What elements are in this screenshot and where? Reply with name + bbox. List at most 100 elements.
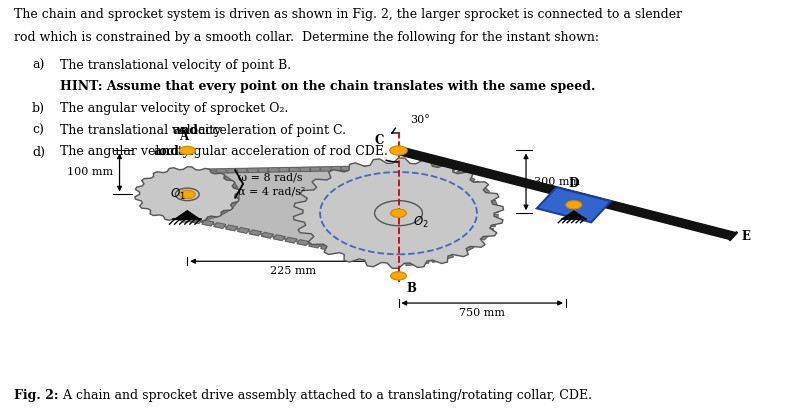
Polygon shape [300, 167, 310, 171]
Polygon shape [226, 182, 238, 188]
Polygon shape [563, 211, 585, 219]
Text: 225 mm: 225 mm [270, 266, 316, 276]
Circle shape [391, 209, 406, 217]
Polygon shape [195, 216, 207, 221]
Polygon shape [248, 168, 257, 173]
Text: and: and [173, 124, 199, 137]
Polygon shape [279, 168, 289, 172]
Text: acceleration of point C.: acceleration of point C. [194, 124, 346, 137]
Polygon shape [395, 147, 736, 240]
Polygon shape [309, 242, 320, 248]
Circle shape [375, 201, 422, 226]
Polygon shape [405, 260, 416, 265]
Text: b): b) [32, 102, 45, 115]
Polygon shape [356, 252, 368, 257]
Text: D: D [569, 177, 579, 190]
Circle shape [391, 272, 406, 280]
Polygon shape [226, 225, 238, 231]
Polygon shape [297, 240, 308, 245]
Polygon shape [216, 169, 226, 173]
Text: B: B [406, 282, 416, 295]
Polygon shape [221, 177, 233, 184]
Text: Fig. 2:: Fig. 2: [14, 389, 59, 402]
Text: α = 4 rad/s²: α = 4 rad/s² [238, 186, 305, 196]
Polygon shape [461, 245, 474, 251]
Polygon shape [202, 220, 214, 226]
Polygon shape [463, 176, 475, 183]
Text: and: and [153, 145, 179, 158]
Circle shape [175, 188, 199, 201]
Polygon shape [425, 165, 435, 169]
Polygon shape [269, 168, 278, 172]
Polygon shape [489, 208, 498, 213]
Text: 300 mm: 300 mm [534, 177, 580, 187]
Polygon shape [310, 167, 320, 171]
Text: The translational velocity: The translational velocity [60, 124, 225, 137]
Text: A chain and sprocket drive assembly attached to a translating/rotating collar, C: A chain and sprocket drive assembly atta… [59, 389, 592, 402]
Polygon shape [293, 158, 504, 268]
Polygon shape [206, 169, 216, 173]
Polygon shape [392, 259, 404, 265]
Text: E: E [741, 229, 750, 243]
Text: c): c) [32, 124, 44, 137]
Polygon shape [537, 187, 611, 222]
Polygon shape [261, 232, 273, 238]
Polygon shape [258, 168, 268, 172]
Circle shape [391, 146, 406, 155]
Polygon shape [231, 193, 239, 198]
Circle shape [179, 146, 195, 155]
Polygon shape [404, 165, 414, 170]
Circle shape [390, 146, 407, 155]
Polygon shape [452, 249, 465, 256]
Polygon shape [488, 201, 497, 206]
Text: 30°: 30° [410, 115, 430, 125]
Polygon shape [363, 166, 372, 170]
Text: The translational velocity of point B.: The translational velocity of point B. [60, 59, 291, 71]
Polygon shape [453, 171, 465, 178]
Polygon shape [225, 202, 236, 208]
Polygon shape [289, 167, 299, 172]
Text: C: C [375, 134, 384, 147]
Text: 750 mm: 750 mm [459, 308, 505, 318]
Polygon shape [204, 213, 217, 219]
Polygon shape [487, 221, 497, 227]
Polygon shape [320, 245, 332, 250]
Polygon shape [249, 230, 261, 236]
Polygon shape [135, 167, 240, 222]
Polygon shape [430, 257, 442, 263]
Polygon shape [214, 173, 227, 180]
Polygon shape [332, 247, 344, 253]
Polygon shape [342, 166, 351, 171]
Polygon shape [229, 197, 239, 203]
Polygon shape [489, 214, 498, 220]
Text: angular acceleration of rod CDE.: angular acceleration of rod CDE. [174, 145, 387, 158]
Polygon shape [471, 181, 483, 188]
Polygon shape [230, 187, 239, 193]
Text: The angular velocity: The angular velocity [60, 145, 194, 158]
Text: The chain and sprocket system is driven as shown in Fig. 2, the larger sprocket : The chain and sprocket system is driven … [14, 8, 682, 21]
Polygon shape [344, 250, 356, 255]
Polygon shape [219, 206, 231, 213]
Polygon shape [190, 218, 202, 224]
Polygon shape [373, 166, 383, 170]
Polygon shape [186, 217, 197, 222]
Polygon shape [285, 237, 297, 243]
Polygon shape [484, 194, 494, 200]
Polygon shape [442, 167, 455, 173]
Polygon shape [394, 166, 403, 170]
Text: HINT: Assume that every point on the chain translates with the same speed.: HINT: Assume that every point on the cha… [60, 80, 595, 93]
Text: A: A [179, 130, 188, 143]
Text: The angular velocity of sprocket O₂.: The angular velocity of sprocket O₂. [60, 102, 289, 115]
Polygon shape [190, 167, 494, 263]
Polygon shape [431, 164, 443, 170]
Polygon shape [483, 227, 493, 234]
Text: rod which is constrained by a smooth collar.  Determine the following for the in: rod which is constrained by a smooth col… [14, 31, 599, 44]
Polygon shape [214, 223, 226, 228]
Polygon shape [470, 239, 482, 246]
Polygon shape [478, 187, 489, 194]
Polygon shape [238, 168, 247, 173]
Polygon shape [368, 254, 380, 260]
Polygon shape [418, 259, 429, 264]
Polygon shape [273, 235, 285, 240]
Polygon shape [206, 170, 219, 176]
